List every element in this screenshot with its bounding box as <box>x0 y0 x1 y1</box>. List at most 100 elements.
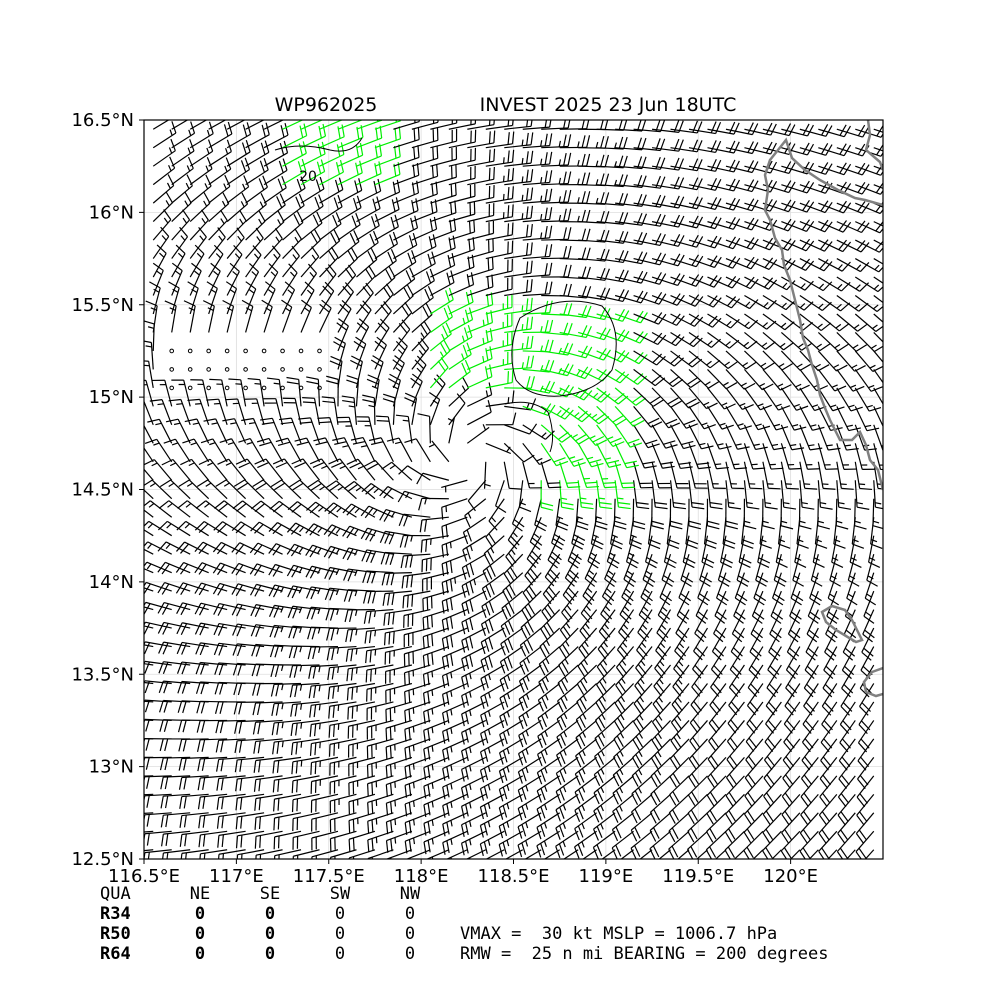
wind-barb <box>282 120 304 130</box>
wind-barb <box>231 583 265 597</box>
wind-barb <box>319 212 342 241</box>
wind-barb <box>271 701 302 716</box>
wind-barb <box>768 627 782 661</box>
wind-barb <box>392 301 413 333</box>
wind-barb <box>540 461 562 489</box>
wind-barb <box>633 350 666 366</box>
wind-barb <box>827 849 838 859</box>
wind-barb <box>621 572 635 606</box>
wind-barb <box>596 646 616 678</box>
wind-barb <box>780 443 802 470</box>
wind-barb <box>467 120 495 130</box>
wind-barb <box>411 127 439 149</box>
wind-barb <box>361 482 394 500</box>
wind-barb <box>577 387 611 403</box>
wind-barb <box>575 738 598 768</box>
wind-barb <box>736 553 750 587</box>
wind-barb <box>263 193 286 223</box>
wind-barb <box>467 130 496 149</box>
wind-barb <box>430 305 453 333</box>
wind-barb <box>187 398 210 426</box>
wind-barb <box>541 152 572 167</box>
wind-barb <box>287 501 320 518</box>
wind-barb <box>430 120 458 130</box>
wind-barb <box>799 295 832 312</box>
wind-barb <box>820 720 838 753</box>
wind-barb <box>651 368 684 388</box>
wind-barb <box>480 646 505 673</box>
wind-barb <box>430 182 457 204</box>
wind-barb <box>847 554 860 587</box>
wind-barb <box>781 812 801 844</box>
wind-barb <box>670 215 704 229</box>
wind-barb <box>356 416 376 444</box>
wind-barb <box>374 120 402 130</box>
wind-barb <box>838 738 856 771</box>
wind-barb <box>212 541 246 555</box>
wind-barb <box>326 645 357 661</box>
wind-barb <box>244 398 265 426</box>
wind-barb <box>707 756 727 788</box>
wind-barb <box>854 350 883 373</box>
wind-barb <box>541 134 572 149</box>
wind-barb <box>318 299 332 333</box>
wind-barb <box>485 331 513 352</box>
wind-barb <box>762 498 775 530</box>
wind-barb <box>479 738 505 764</box>
wind-barb <box>403 627 431 648</box>
wind-barb <box>614 387 647 406</box>
wind-barb <box>818 276 851 292</box>
wind-barb <box>541 590 561 622</box>
wind-barb <box>522 188 553 204</box>
wind-barb <box>854 406 880 432</box>
wind-barb <box>423 701 450 725</box>
wind-barb <box>448 165 476 186</box>
wind-barb <box>157 602 191 615</box>
wind-barb <box>810 554 823 587</box>
wind-barb <box>386 849 413 859</box>
y-tick-label: 12.5°N <box>71 849 134 870</box>
wind-barb <box>651 313 685 326</box>
wind-barb <box>582 849 597 859</box>
wind-barb <box>347 738 376 758</box>
wind-barb <box>419 516 449 533</box>
wind-barb <box>835 498 849 530</box>
wind-barb <box>808 849 819 859</box>
wind-barb <box>370 355 384 389</box>
wind-barb <box>178 738 209 752</box>
wind-barb <box>448 359 471 389</box>
wind-barb <box>266 377 284 407</box>
wind-barb <box>485 412 517 426</box>
wind-barb <box>818 830 838 859</box>
wind-barb <box>498 738 524 765</box>
wind-barb <box>688 461 708 489</box>
table-row-r64-label: R64 <box>100 944 131 964</box>
wind-barb <box>393 127 420 149</box>
wind-barb <box>313 437 339 463</box>
wind-barb <box>669 756 690 788</box>
wind-barb <box>309 458 339 481</box>
wind-barb <box>706 480 723 510</box>
wind-barb <box>522 424 555 440</box>
table-cell: 0 <box>335 924 345 944</box>
storm-info-title: INVEST 2025 23 Jun 18UTC <box>480 94 737 116</box>
wind-barb <box>175 582 209 595</box>
wind-barb <box>762 830 782 859</box>
wind-barb <box>522 461 542 489</box>
wind-barb <box>593 793 616 823</box>
wind-barb <box>780 830 801 859</box>
table-cell: 0 <box>265 924 275 944</box>
wind-barb <box>329 793 357 814</box>
wind-barb <box>152 226 170 259</box>
wind-barb <box>179 812 209 828</box>
wind-barb <box>252 682 283 696</box>
wind-barb <box>189 209 209 241</box>
wind-barb <box>836 239 870 253</box>
calm-wind-marker <box>317 367 322 372</box>
wind-barb <box>613 498 627 530</box>
wind-barb <box>483 535 505 565</box>
wind-barb <box>725 331 758 350</box>
wind-barb <box>726 738 745 770</box>
table-cell: 0 <box>335 944 345 964</box>
wind-barb <box>327 682 357 700</box>
